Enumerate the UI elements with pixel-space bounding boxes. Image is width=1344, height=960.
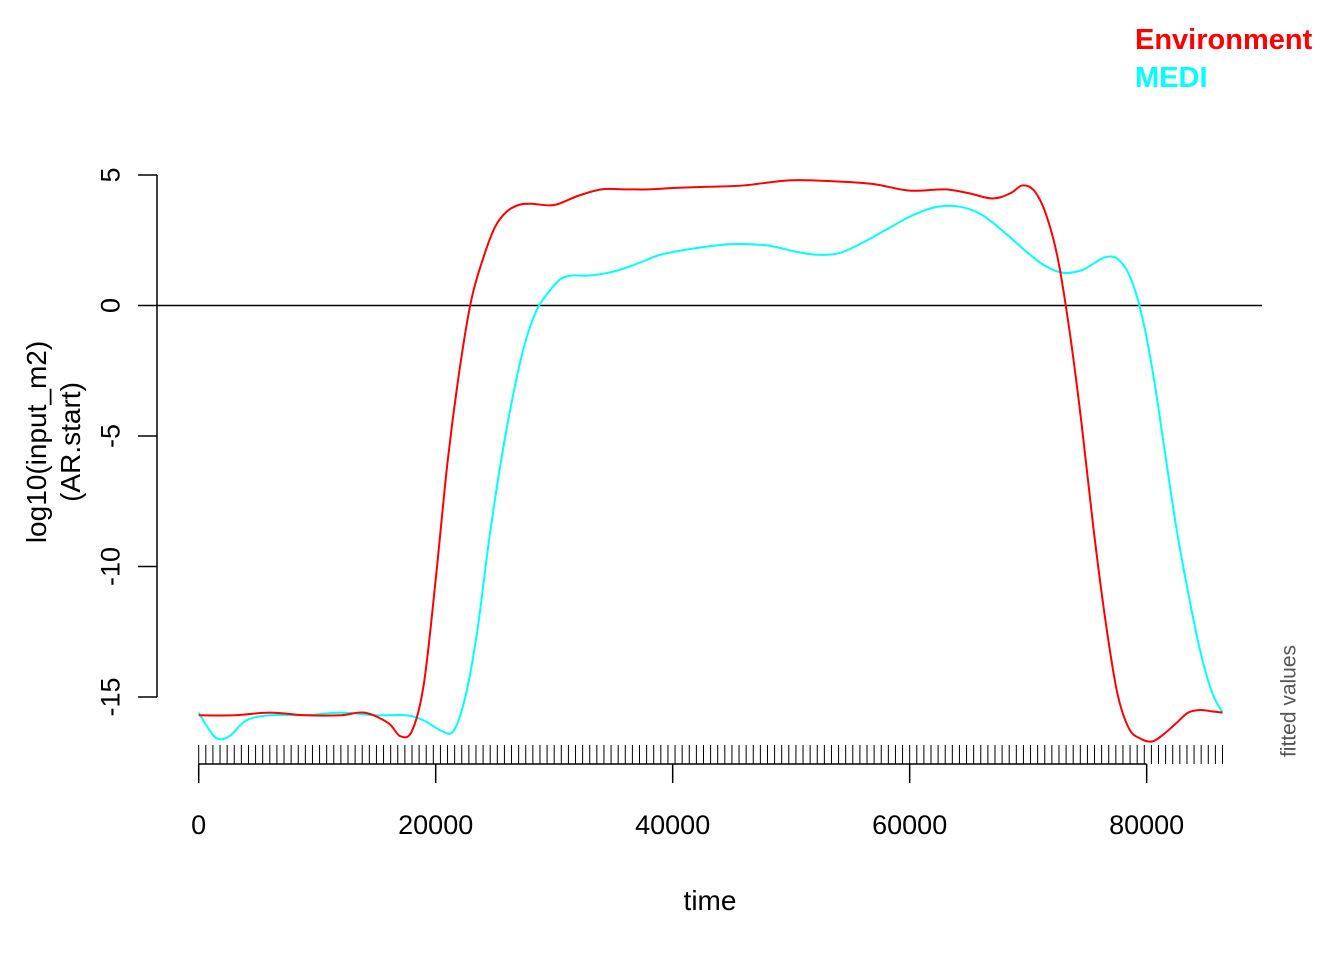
x-axis-title: time: [684, 885, 737, 916]
x-tick-label: 0: [191, 810, 206, 840]
rug: [198, 745, 1223, 764]
y-tick-label: -5: [95, 424, 125, 448]
series-line-medi: [197, 204, 1224, 741]
y-tick-label: -15: [95, 677, 125, 716]
series-line-environment: [198, 179, 1223, 743]
x-tick-label: 80000: [1109, 810, 1184, 840]
x-tick-label: 20000: [398, 810, 473, 840]
fitted-values-note: fitted values: [1277, 645, 1300, 757]
legend: Environment MEDI: [1135, 24, 1313, 94]
y-tick-label: 5: [95, 167, 125, 182]
y-axis: 5 0 -5 -10 -15: [95, 167, 158, 717]
rug-ticks: [198, 745, 1223, 764]
legend-entry-environment: Environment: [1135, 24, 1313, 56]
x-tick-label: 40000: [635, 810, 710, 840]
y-tick-label: -10: [95, 547, 125, 586]
x-axis: 0 20000 40000 60000 80000: [191, 763, 1184, 840]
y-axis-title-line-1: log10(input_m2): [21, 341, 52, 543]
legend-entry-medi: MEDI: [1135, 62, 1208, 94]
y-tick-label: 0: [95, 298, 125, 313]
x-tick-label: 60000: [872, 810, 947, 840]
series-layer: [197, 179, 1224, 743]
y-axis-title-line-2: (AR.start): [55, 382, 86, 502]
